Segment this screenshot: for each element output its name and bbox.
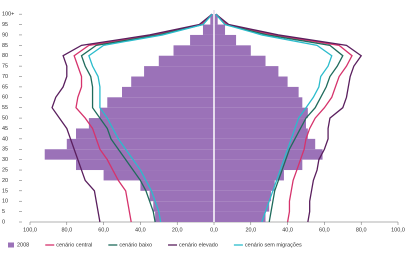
- bar: [214, 34, 237, 46]
- projection-line: [80, 13, 213, 223]
- x-tick-label: 80,0: [356, 227, 367, 233]
- y-tick-label: 15: [2, 188, 8, 194]
- bar: [173, 45, 214, 56]
- bar: [214, 24, 226, 35]
- y-tick-label: 50: [2, 116, 8, 122]
- projection-line: [215, 13, 344, 223]
- bar: [155, 211, 214, 222]
- bar: [214, 190, 272, 202]
- bar: [210, 14, 214, 25]
- bar: [131, 76, 214, 87]
- y-tick-label: 5: [2, 209, 5, 215]
- bar: [158, 55, 214, 67]
- y-tick-label: 30: [2, 157, 8, 163]
- bar: [202, 24, 214, 35]
- bar: [214, 128, 308, 139]
- bar: [214, 159, 303, 171]
- bar: [214, 86, 299, 98]
- legend-label: cenário baixo: [119, 242, 152, 248]
- y-tick-label: 0: [2, 219, 5, 225]
- bar: [214, 201, 270, 212]
- y-tick-label: 25: [2, 167, 8, 173]
- y-tick-label: 70: [2, 74, 8, 80]
- legend-label: cenário elevado: [179, 242, 218, 248]
- projection-line: [88, 13, 213, 223]
- y-tick-label: 35: [2, 147, 8, 153]
- bar: [214, 14, 218, 25]
- bar: [214, 138, 316, 150]
- projection-line: [215, 13, 333, 223]
- y-tick-label: 75: [2, 64, 8, 70]
- projection-line: [73, 13, 213, 223]
- bar: [214, 55, 266, 67]
- projection-line: [215, 13, 363, 223]
- x-tick-label: 100,0: [391, 227, 405, 233]
- x-tick-label: 40,0: [282, 227, 293, 233]
- x-tick-label: 60,0: [98, 227, 109, 233]
- legend-swatch: [8, 242, 14, 248]
- x-tick-label: 60,0: [319, 227, 330, 233]
- bar: [190, 34, 214, 46]
- bar: [76, 128, 214, 139]
- projection-line: [51, 13, 213, 223]
- bar: [99, 107, 214, 119]
- x-tick-label: 80,0: [61, 227, 72, 233]
- y-tick-label: 100+: [2, 12, 14, 18]
- bar: [144, 66, 214, 77]
- bar: [88, 118, 214, 129]
- bar: [66, 138, 214, 150]
- bar: [214, 97, 303, 108]
- bar: [122, 86, 214, 98]
- y-tick-label: 20: [2, 178, 8, 184]
- projection-line: [215, 13, 353, 223]
- bar: [214, 170, 284, 181]
- y-tick-label: 10: [2, 199, 8, 205]
- y-tick-label: 45: [2, 126, 8, 132]
- y-tick-label: 95: [2, 22, 8, 28]
- x-tick-label: 20,0: [245, 227, 256, 233]
- legend-label: cenário central: [56, 242, 92, 248]
- bar: [214, 66, 279, 77]
- x-tick-label: 40,0: [135, 227, 146, 233]
- y-tick-label: 85: [2, 43, 8, 49]
- bar: [140, 180, 214, 191]
- y-tick-label: 65: [2, 84, 8, 90]
- bar: [76, 159, 214, 171]
- legend-label: cenário sem migrações: [245, 242, 302, 248]
- x-tick-label: 0,0: [210, 227, 218, 233]
- y-tick-label: 60: [2, 95, 8, 101]
- y-tick-label: 90: [2, 32, 8, 38]
- y-tick-label: 40: [2, 136, 8, 142]
- bar: [214, 211, 266, 222]
- bar: [149, 190, 214, 202]
- legend-label: 2008: [17, 242, 29, 248]
- x-tick-label: 20,0: [172, 227, 183, 233]
- bar: [214, 107, 308, 119]
- bar: [103, 170, 214, 181]
- y-tick-label: 80: [2, 53, 8, 59]
- bar: [107, 97, 214, 108]
- bar: [214, 149, 323, 160]
- bar: [214, 118, 306, 129]
- bar: [214, 76, 288, 87]
- x-tick-label: 100,0: [23, 227, 37, 233]
- y-tick-label: 55: [2, 105, 8, 111]
- bar: [214, 180, 275, 191]
- bar: [153, 201, 214, 212]
- bar: [214, 45, 251, 56]
